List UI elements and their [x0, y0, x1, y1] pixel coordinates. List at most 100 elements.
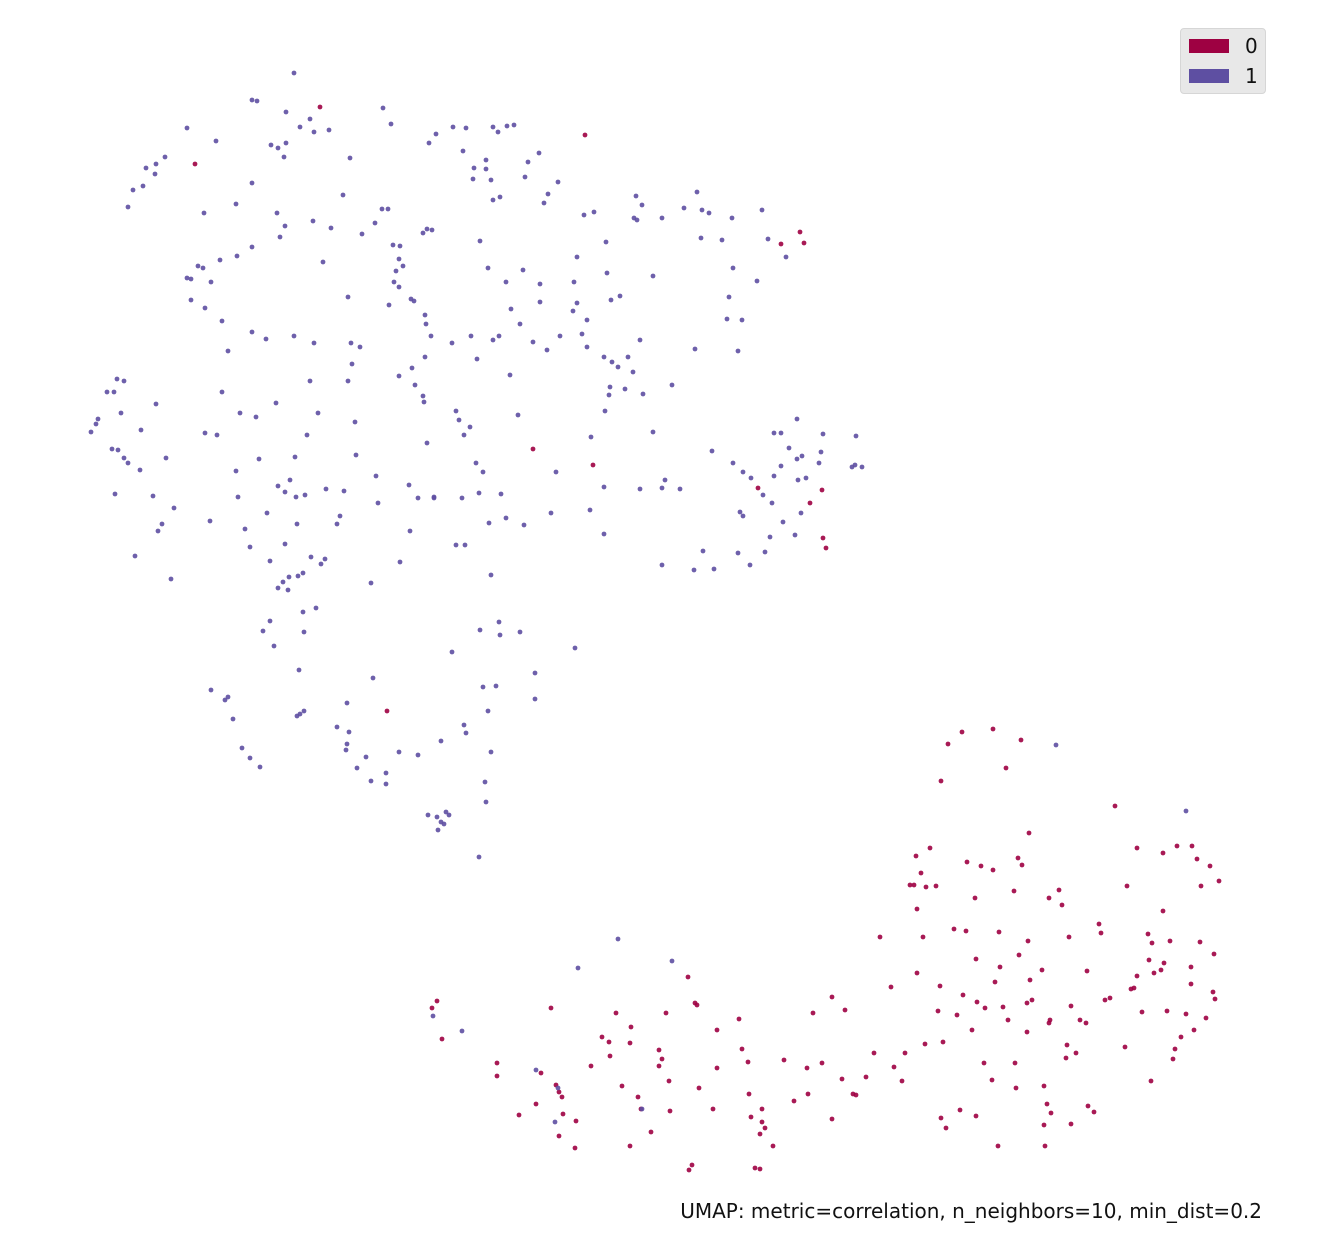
point-series1-247 — [301, 629, 307, 635]
point-series0-177 — [759, 1106, 765, 1112]
point-series1-194 — [456, 417, 462, 423]
point-series1-340 — [493, 683, 499, 689]
point-series1-104 — [729, 215, 735, 221]
point-series1-162 — [114, 376, 120, 382]
point-series1-22 — [152, 171, 158, 177]
point-series1-282 — [794, 416, 800, 422]
point-series1-217 — [264, 510, 270, 516]
point-series1-277 — [799, 453, 805, 459]
point-series0-44 — [1056, 887, 1062, 893]
point-series1-362 — [575, 965, 581, 971]
point-series0-11 — [820, 535, 826, 541]
point-series0-169 — [1013, 1085, 1019, 1091]
point-series0-157 — [989, 1077, 995, 1083]
point-series0-19 — [1003, 765, 1009, 771]
point-series1-180 — [171, 505, 177, 511]
point-series1-240 — [286, 574, 292, 580]
point-series1-197 — [473, 460, 479, 466]
point-series1-37 — [490, 197, 496, 203]
point-series1-332 — [461, 722, 467, 728]
point-series0-79 — [992, 979, 998, 985]
point-series0-0 — [317, 104, 323, 110]
point-series1-9 — [326, 127, 332, 133]
point-series1-68 — [396, 284, 402, 290]
point-series1-359 — [1053, 742, 1059, 748]
point-series1-219 — [287, 477, 293, 483]
point-series1-61 — [396, 256, 402, 262]
point-series1-191 — [352, 419, 358, 425]
point-series1-236 — [308, 554, 314, 560]
legend-label-1: 1 — [1245, 64, 1258, 88]
point-series1-23 — [426, 140, 432, 146]
point-series1-318 — [334, 724, 340, 730]
point-series1-92 — [639, 202, 645, 208]
point-series1-302 — [691, 567, 697, 573]
point-series1-287 — [853, 433, 859, 439]
point-series1-254 — [431, 495, 437, 501]
point-series0-205 — [752, 1165, 758, 1171]
point-series1-278 — [803, 475, 809, 481]
point-series0-53 — [996, 929, 1002, 935]
series-0 — [192, 104, 1222, 1173]
point-series0-96 — [429, 1005, 435, 1011]
point-series1-5 — [388, 121, 394, 127]
point-series1-32 — [483, 157, 489, 163]
point-series1-107 — [765, 236, 771, 242]
point-series1-135 — [609, 359, 615, 365]
point-series1-109 — [698, 235, 704, 241]
point-series0-17 — [1018, 737, 1024, 743]
point-series0-143 — [1170, 1056, 1176, 1062]
point-series1-268 — [709, 448, 715, 454]
point-series1-146 — [291, 333, 297, 339]
point-series1-221 — [282, 489, 288, 495]
point-series1-98 — [617, 293, 623, 299]
point-series0-132 — [1073, 1050, 1079, 1056]
point-series1-48 — [379, 206, 385, 212]
point-series0-101 — [842, 1007, 848, 1013]
point-series0-73 — [1161, 960, 1167, 966]
point-series1-18 — [143, 165, 149, 171]
point-series0-115 — [439, 1036, 445, 1042]
point-series0-140 — [871, 1050, 877, 1056]
point-series1-369 — [639, 1106, 645, 1112]
point-series0-100 — [810, 1010, 816, 1016]
point-series0-13 — [384, 708, 390, 714]
point-series1-141 — [202, 305, 208, 311]
point-series1-77 — [520, 267, 526, 273]
point-series1-292 — [740, 513, 746, 519]
point-series1-335 — [496, 619, 502, 625]
point-series0-149 — [804, 1065, 810, 1071]
point-series1-198 — [480, 469, 486, 475]
point-series1-347 — [572, 645, 578, 651]
point-series1-111 — [754, 278, 760, 284]
point-series1-63 — [391, 279, 397, 285]
point-series0-57 — [1145, 931, 1151, 937]
point-series1-181 — [155, 528, 161, 534]
point-series0-170 — [1041, 1083, 1047, 1089]
point-series1-123 — [320, 259, 326, 265]
point-series1-45 — [347, 155, 353, 161]
point-series0-151 — [891, 1064, 897, 1070]
point-series0-184 — [759, 1119, 765, 1125]
point-series1-361 — [615, 936, 621, 942]
point-series0-136 — [494, 1060, 500, 1066]
point-series1-307 — [453, 542, 459, 548]
point-series0-99 — [663, 1010, 669, 1016]
point-series0-23 — [964, 859, 970, 865]
point-series1-159 — [345, 378, 351, 384]
point-series1-47 — [340, 192, 346, 198]
point-series1-295 — [798, 510, 804, 516]
point-series1-367 — [555, 1085, 561, 1091]
point-series0-141 — [902, 1050, 908, 1056]
point-series1-235 — [282, 541, 288, 547]
point-series1-338 — [449, 649, 455, 655]
point-series0-124 — [969, 1027, 975, 1033]
point-series1-280 — [769, 500, 775, 506]
point-series1-220 — [292, 454, 298, 460]
point-series1-105 — [730, 265, 736, 271]
point-series1-296 — [792, 532, 798, 538]
point-series0-88 — [1024, 1000, 1030, 1006]
point-series1-352 — [434, 814, 440, 820]
point-series0-8 — [755, 485, 761, 491]
point-series1-226 — [341, 488, 347, 494]
